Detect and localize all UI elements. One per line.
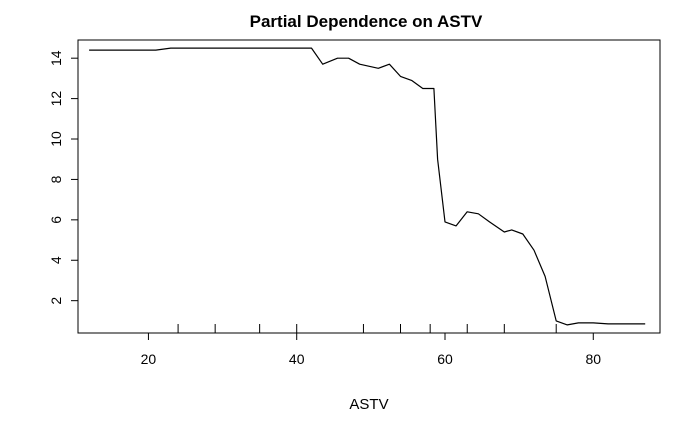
plot-frame [77, 39, 661, 334]
y-tick-label: 2 [48, 297, 64, 305]
y-tick-label: 6 [48, 216, 64, 224]
x-tick-label: 80 [585, 351, 601, 367]
x-tick-label: 20 [141, 351, 157, 367]
y-axis: 2 4 6 8 10 12 14 [48, 50, 79, 305]
x-tick-label: 40 [289, 351, 305, 367]
x-tick-label: 60 [437, 351, 453, 367]
partial-dependence-line [89, 47, 646, 326]
rug-marks [177, 324, 557, 333]
x-axis: 20 40 60 80 [141, 332, 601, 367]
y-tick-label: 12 [48, 91, 64, 107]
y-tick-label: 8 [48, 175, 64, 183]
y-tick-label: 10 [48, 131, 64, 147]
chart-title: Partial Dependence on ASTV [250, 12, 483, 31]
series-group [89, 47, 646, 326]
x-axis-label: ASTV [349, 396, 388, 413]
y-tick-label: 14 [48, 50, 64, 66]
y-tick-label: 4 [48, 256, 64, 264]
